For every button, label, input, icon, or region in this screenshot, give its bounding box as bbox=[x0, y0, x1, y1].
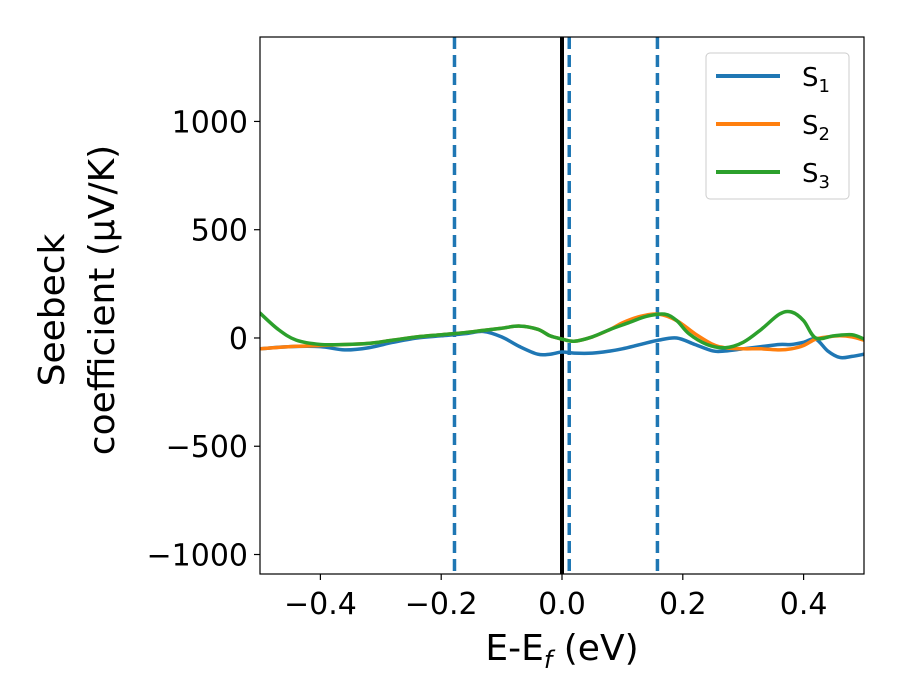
y-tick-label: 0 bbox=[229, 322, 248, 357]
x-axis-ticks: −0.4 −0.2 0.0 0.2 0.4 bbox=[284, 574, 827, 622]
vertical-lines bbox=[452, 37, 660, 574]
legend-label-s1: S1 bbox=[802, 63, 830, 97]
series-line-s3 bbox=[260, 309, 864, 350]
y-axis-ticks: −1000 −500 0 500 1000 bbox=[147, 105, 260, 574]
legend: S1 S2 S3 bbox=[705, 52, 850, 200]
x-axis-label: E-Ef (eV) bbox=[485, 628, 638, 674]
y-tick-label: 500 bbox=[191, 214, 248, 249]
y-tick-label: −1000 bbox=[147, 539, 248, 574]
y-axis-label-line2: coefficient (μV/K) bbox=[82, 145, 123, 455]
x-tick-label: 0.2 bbox=[659, 587, 707, 622]
legend-label-s3: S3 bbox=[802, 159, 830, 193]
y-axis-label-line1: Seebeck bbox=[32, 233, 73, 386]
x-tick-label: −0.2 bbox=[405, 587, 478, 622]
y-tick-label: 1000 bbox=[172, 105, 248, 140]
y-tick-label: −500 bbox=[166, 430, 248, 465]
x-tick-label: 0.0 bbox=[538, 587, 586, 622]
x-tick-label: 0.4 bbox=[780, 587, 828, 622]
legend-label-s2: S2 bbox=[802, 111, 830, 145]
x-tick-label: −0.4 bbox=[284, 587, 357, 622]
series-lines bbox=[260, 309, 864, 360]
